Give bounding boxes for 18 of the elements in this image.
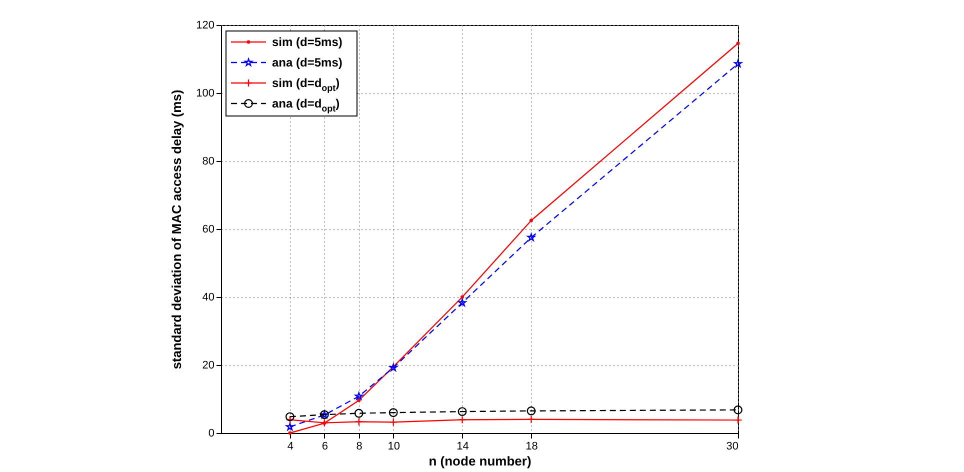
x-tick-label: 4 <box>287 440 294 452</box>
x-tick-label: 30 <box>726 440 738 452</box>
y-tick-label: 120 <box>196 20 214 32</box>
legend-label: sim (d=5ms) <box>272 35 342 49</box>
x-tick-label: 18 <box>526 440 538 452</box>
y-tick-label: 0 <box>208 428 214 440</box>
y-axis-title: standard deviation of MAC access delay (ms) <box>169 90 184 370</box>
y-tick-label: 20 <box>202 360 214 372</box>
y-tick-label: 100 <box>196 88 214 100</box>
x-axis-title: n (node number) <box>428 454 532 468</box>
x-tick-label: 6 <box>322 440 328 452</box>
legend-label: ana (d=5ms) <box>272 56 342 70</box>
x-tick-label: 8 <box>356 440 362 452</box>
y-tick-label: 80 <box>202 156 214 168</box>
y-tick-label: 40 <box>202 292 214 304</box>
y-tick-label: 60 <box>202 224 214 236</box>
x-tick-label: 10 <box>388 440 400 452</box>
x-tick-label: 14 <box>456 440 469 452</box>
